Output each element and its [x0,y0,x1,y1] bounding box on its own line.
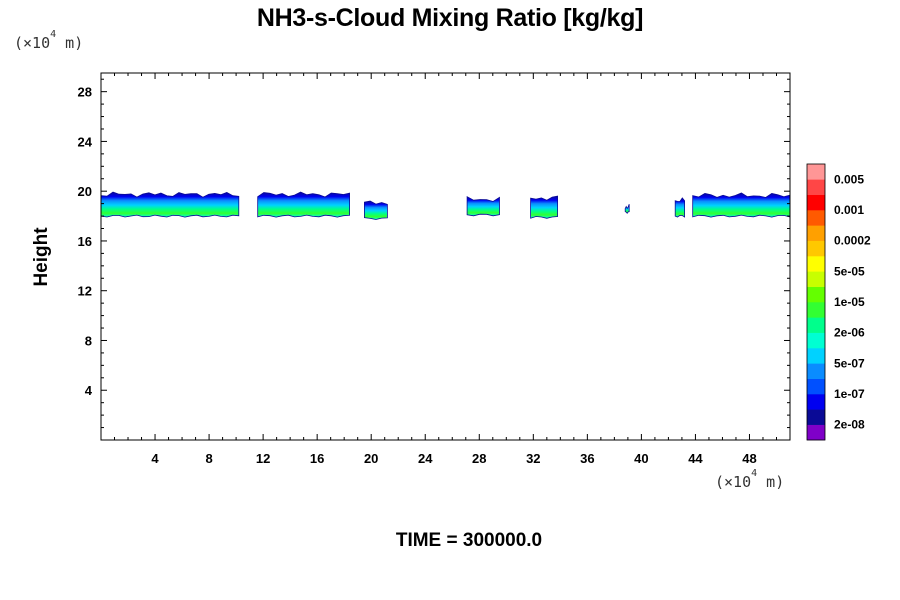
colorbar-swatch [807,424,825,441]
y-unit-suffix: m) [56,34,84,52]
x-unit-suffix: m) [757,473,785,491]
colorbar-label: 0.001 [834,203,864,217]
cloud-patch-shape [364,200,388,220]
x-unit-prefix: (×10 [715,473,752,491]
colorbar-swatch [807,286,825,303]
x-tick-label: 8 [205,451,212,466]
colorbar-swatch [807,363,825,379]
x-tick-label: 16 [310,451,324,466]
colorbar-swatch [807,225,825,241]
cloud-patch [257,191,350,218]
cloud-patch-shape [624,204,630,214]
y-unit-label: (×104 m) [14,29,84,52]
colorbar-swatch [807,194,825,211]
colorbar-swatch [807,240,825,257]
colorbar-label: 1e-05 [834,295,865,309]
cloud-patch-shape [530,195,558,219]
y-tick-label: 20 [78,184,92,199]
colorbar-label: 0.0002 [834,234,871,248]
y-tick-label: 16 [78,234,92,249]
colorbar-label: 0.005 [834,172,864,186]
x-tick-label: 24 [418,451,433,466]
cloud-patch [624,204,630,214]
colorbar-swatch [807,348,825,364]
cloud-patch-shape [100,191,240,218]
cloud-patch-shape [674,197,685,218]
cloud-patch [364,200,388,220]
x-tick-label: 20 [364,451,378,466]
y-tick-label: 4 [85,383,93,398]
colorbar-swatch [807,394,825,410]
y-tick-label: 24 [78,134,93,149]
time-label: TIME = 300000.0 [395,530,543,551]
cloud-patch [530,195,558,219]
cloud-patch-shape [257,191,350,218]
y-axis: 4 8 12 16 20 24 28 [78,78,790,429]
cloud-layer [100,191,791,220]
y-unit-exponent: 4 [50,29,57,40]
colorbar-label: 5e-07 [834,356,865,370]
colorbar-swatch [807,332,825,349]
colorbar-label: 5e-05 [834,264,865,278]
x-tick-label: 28 [472,451,486,466]
x-tick-label: 44 [688,451,703,466]
x-tick-label: 4 [151,451,159,466]
x-axis: 4 8 12 16 20 24 28 32 36 40 44 48 [114,73,777,466]
colorbar-label: 1e-07 [834,387,865,401]
plot-frame [100,72,791,441]
colorbar-swatch [807,409,825,425]
chart-title: NH3-s-Cloud Mixing Ratio [kg/kg] [256,4,644,32]
colorbar-swatch [807,179,825,195]
y-tick-label: 12 [78,284,92,299]
x-unit-exponent: 4 [751,468,758,479]
cloud-patch [100,191,240,218]
y-tick-label: 28 [78,85,92,100]
cloud-patch-shape [692,192,791,218]
y-tick-label: 8 [85,333,92,348]
colorbar-swatch [807,271,825,287]
x-tick-label: 48 [742,451,756,466]
y-unit-prefix: (×10 [14,34,51,52]
cloud-patch-shape [466,196,500,217]
cloud-patch [692,192,791,218]
colorbar-swatch [807,164,825,180]
x-unit-label: (×104 m) [715,468,785,491]
x-tick-label: 12 [256,451,270,466]
colorbar-swatch [807,302,825,318]
cloud-patch [466,196,500,217]
colorbar-swatch [807,317,825,333]
colorbar-label: 2e-08 [834,418,865,432]
colorbar-swatch [807,378,825,395]
colorbar-swatch [807,210,825,226]
colorbar-frame [806,163,826,441]
cloud-patch [674,197,685,218]
colorbar-swatch [807,256,825,272]
x-tick-label: 32 [526,451,540,466]
x-tick-label: 40 [634,451,648,466]
x-tick-label: 36 [580,451,594,466]
colorbar-label: 2e-06 [834,326,865,340]
colorbar: 2e-08 1e-07 5e-07 2e-06 1e-05 5e-05 0.0002 0.00… [806,163,871,441]
